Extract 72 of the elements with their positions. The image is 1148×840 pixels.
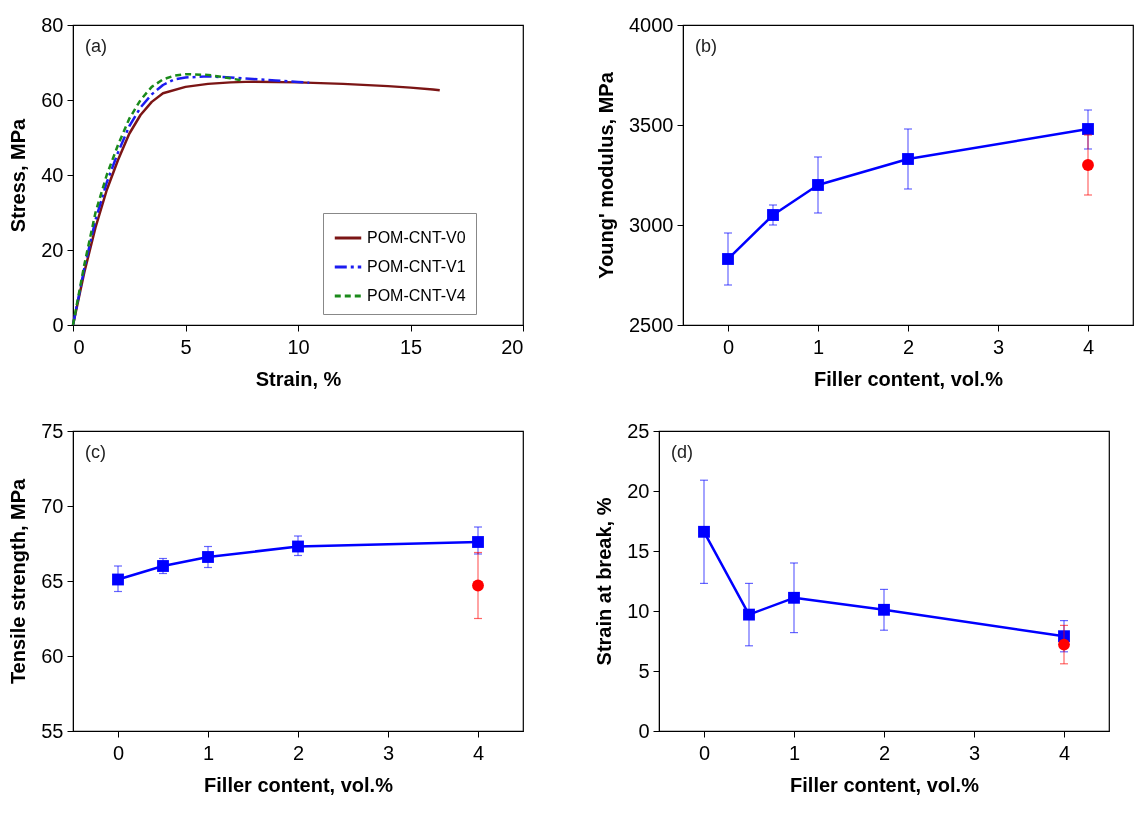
point: [292, 540, 304, 553]
x-tick-label: 0: [698, 741, 711, 764]
y-tick-label: 3000: [629, 213, 674, 236]
y-tick-label: 75: [41, 419, 64, 442]
legend-label: POM-CNT-V1: [367, 258, 466, 275]
x-tick-label: 4: [1058, 741, 1071, 764]
y-tick-label: 0: [638, 719, 650, 742]
annotation: (c): [85, 442, 106, 462]
point: [788, 591, 800, 604]
y-tick-label: 20: [41, 238, 64, 261]
y-axis-title: Strain at break, %: [593, 497, 616, 666]
y-tick-label: 3500: [629, 113, 674, 136]
point: [1082, 123, 1094, 135]
x-tick-label: 0: [112, 741, 125, 764]
point: [698, 525, 710, 538]
x-tick-label: 3: [968, 741, 981, 764]
line-series: [71, 72, 243, 327]
x-tick-label: 2: [902, 335, 915, 358]
x-tick-label: 2: [878, 741, 891, 764]
y-tick-label: 0: [52, 313, 64, 336]
legend-label: POM-CNT-V4: [367, 287, 466, 304]
annotation: (d): [671, 442, 693, 462]
y-axis-title: Stress, MPa: [7, 117, 30, 233]
x-tick-label: 3: [992, 335, 1005, 358]
x-tick-label: 1: [812, 335, 825, 358]
y-tick-label: 40: [41, 163, 64, 186]
x-tick-label: 0: [722, 335, 735, 358]
x-axis-title: Strain, %: [255, 367, 342, 390]
point: [112, 573, 124, 586]
x-axis-title: Filler content, vol.%: [790, 773, 980, 796]
y-axis-title: Young' modulus, MPa: [595, 71, 618, 279]
x-tick-label: 2: [292, 741, 305, 764]
y-tick-label: 65: [41, 569, 64, 592]
x-tick-label: 15: [399, 335, 423, 358]
annotation: (a): [85, 36, 107, 56]
y-tick-label: 60: [41, 88, 64, 111]
y-tick-label: 10: [627, 599, 650, 622]
point: [767, 209, 779, 221]
point: [1058, 638, 1070, 651]
x-tick-label: 4: [1082, 335, 1095, 358]
point: [902, 153, 914, 165]
x-axis-title: Filler content, vol.%: [814, 367, 1004, 390]
x-tick-label: 3: [382, 741, 395, 764]
y-tick-label: 70: [41, 494, 64, 517]
x-tick-label: 4: [472, 741, 485, 764]
point: [878, 603, 890, 616]
point: [722, 253, 734, 265]
point: [1082, 159, 1094, 171]
y-tick-label: 4000: [629, 13, 674, 36]
y-tick-label: 25: [627, 419, 650, 442]
point: [202, 551, 214, 563]
y-axis-title: Tensile strength, MPa: [7, 478, 30, 685]
x-tick-label: 10: [287, 335, 310, 358]
point: [472, 579, 484, 592]
y-tick-label: 2500: [629, 313, 674, 336]
x-tick-label: 20: [501, 335, 524, 358]
y-tick-label: 80: [41, 13, 64, 36]
point: [743, 608, 755, 621]
x-tick-label: 1: [788, 741, 801, 764]
y-tick-label: 20: [627, 479, 650, 502]
y-tick-label: 55: [41, 719, 64, 742]
x-tick-label: 1: [202, 741, 215, 764]
legend-label: POM-CNT-V0: [367, 229, 466, 246]
point: [812, 179, 824, 191]
x-tick-label: 5: [180, 335, 192, 358]
y-tick-label: 5: [638, 659, 650, 682]
x-tick-label: 0: [73, 335, 85, 358]
point: [472, 536, 484, 548]
annotation: (b): [695, 36, 717, 56]
y-tick-label: 15: [627, 539, 650, 562]
x-axis-title: Filler content, vol.%: [204, 773, 394, 796]
y-tick-label: 60: [41, 644, 64, 667]
